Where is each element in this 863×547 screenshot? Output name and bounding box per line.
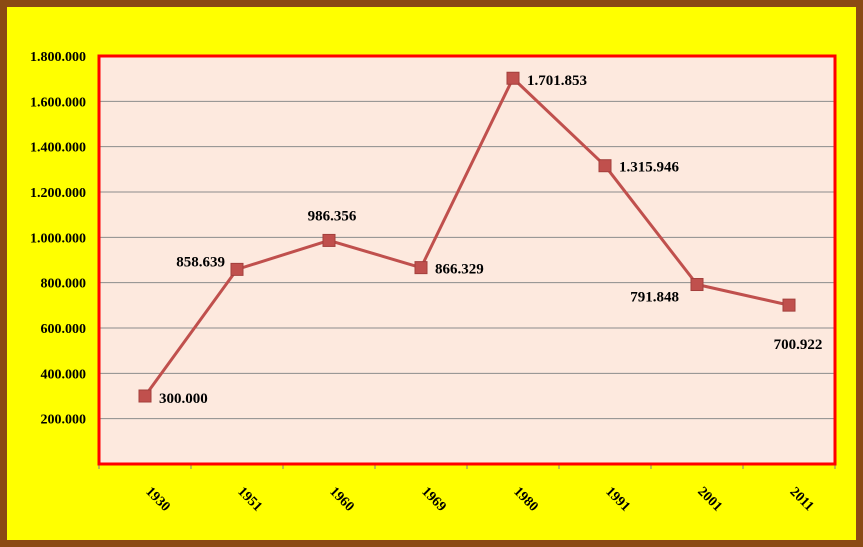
x-tick-label: 1930 <box>142 484 172 514</box>
x-axis-ticks: 1930 1951 1960 1969 1980 1991 2001 2011 <box>142 484 816 514</box>
data-labels: 300.000 858.639 986.356 866.329 1.701.853 1.3… <box>159 73 822 407</box>
data-label: 1.315.946 <box>619 160 680 176</box>
data-label: 791.848 <box>630 290 679 306</box>
x-tick-label: 1969 <box>418 484 448 514</box>
x-tick-label: 2001 <box>694 484 724 514</box>
data-point-marker <box>230 262 244 276</box>
y-axis-ticks: 200.000 400.000 600.000 800.000 1.000.000 1.2… <box>30 50 86 428</box>
x-tick-label: 1951 <box>234 484 264 514</box>
data-point-marker <box>414 261 428 275</box>
data-point-marker <box>782 298 796 312</box>
data-markers <box>138 71 796 403</box>
x-tick-label: 1960 <box>326 484 356 514</box>
data-label: 300.000 <box>159 391 208 407</box>
y-tick-label: 200.000 <box>41 413 87 428</box>
x-tick-label: 1991 <box>602 484 632 514</box>
y-tick-label: 400.000 <box>41 367 87 382</box>
y-tick-label: 800.000 <box>41 277 87 292</box>
data-point-marker <box>138 389 152 403</box>
series-line <box>143 76 790 397</box>
data-label: 866.329 <box>435 262 484 278</box>
y-tick-label: 1.200.000 <box>30 186 86 201</box>
y-tick-label: 1.400.000 <box>30 141 86 156</box>
x-tick-label: 2011 <box>787 485 817 515</box>
data-point-marker <box>506 71 520 85</box>
data-point-marker <box>322 233 336 247</box>
plot-border <box>97 54 837 466</box>
gridlines <box>99 55 835 420</box>
y-tick-label: 600.000 <box>41 322 87 337</box>
data-label: 986.356 <box>308 208 357 224</box>
data-label: 1.701.853 <box>527 73 587 89</box>
y-tick-label: 1.800.000 <box>30 50 86 65</box>
x-tick-label: 1980 <box>510 484 540 514</box>
data-label: 700.922 <box>774 337 823 353</box>
plot-area <box>99 56 835 464</box>
data-label: 858.639 <box>176 254 225 270</box>
y-tick-label: 1.000.000 <box>30 231 86 246</box>
y-tick-label: 1.600.000 <box>30 95 86 110</box>
data-point-marker <box>690 278 704 292</box>
data-point-marker <box>598 159 612 173</box>
